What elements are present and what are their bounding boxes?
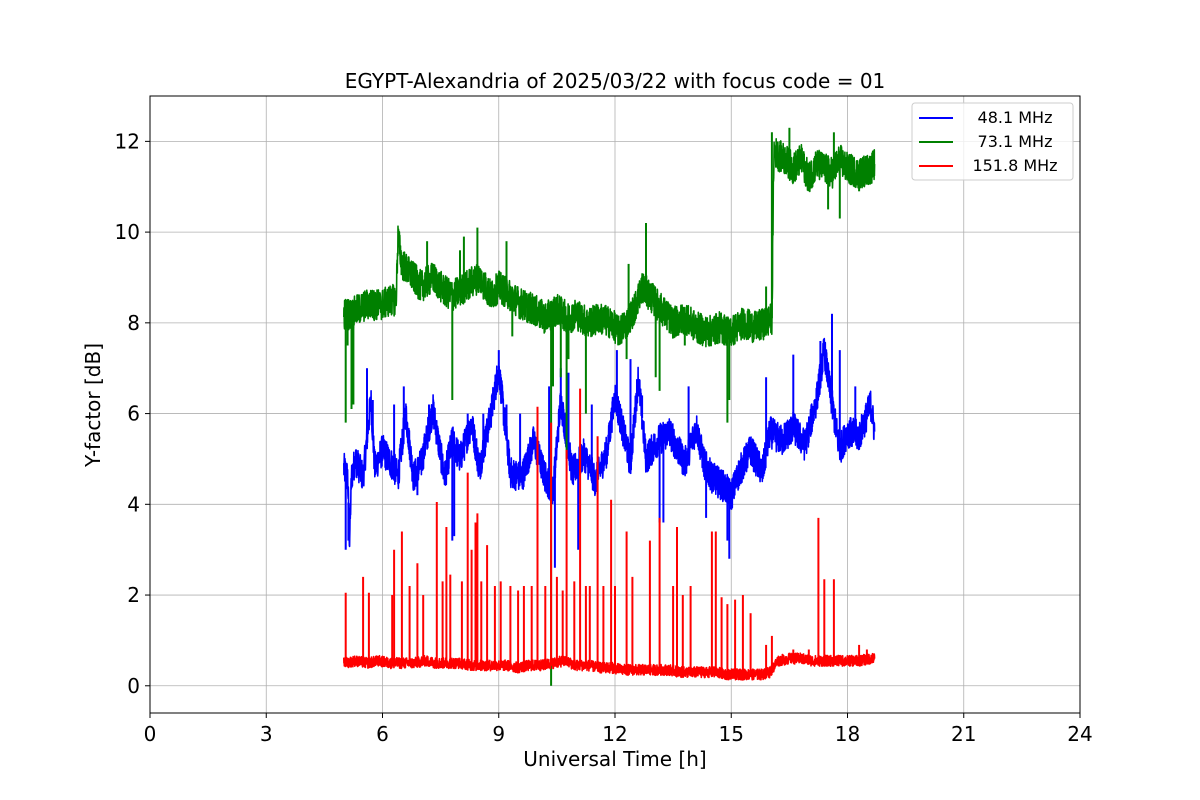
x-tick-label: 24 xyxy=(1067,722,1092,746)
x-tick-label: 6 xyxy=(376,722,389,746)
legend-box xyxy=(911,102,1074,181)
y-tick-label: 0 xyxy=(127,674,140,698)
y-tick-label: 2 xyxy=(127,583,140,607)
x-tick-label: 21 xyxy=(951,722,976,746)
series-layer xyxy=(343,127,876,686)
y-tick-label: 8 xyxy=(127,311,140,335)
x-tick-label: 18 xyxy=(835,722,860,746)
y-tick-label: 12 xyxy=(115,129,140,153)
legend-label: 48.1 MHz xyxy=(978,108,1053,127)
legend: 48.1 MHz 73.1 MHz 151.8 MHz xyxy=(911,102,1074,181)
series-line xyxy=(343,337,876,548)
series-73-1-mhz xyxy=(343,127,876,686)
series-line xyxy=(343,652,876,681)
y-tick-label: 6 xyxy=(127,402,140,426)
y-axis-title: Y-factor [dB] xyxy=(81,343,105,468)
x-axis-title: Universal Time [h] xyxy=(523,747,706,771)
x-tick-label: 9 xyxy=(492,722,505,746)
y-tick-label: 10 xyxy=(115,220,140,244)
legend-label: 151.8 MHz xyxy=(972,156,1057,175)
y-tick-label: 4 xyxy=(127,492,140,516)
x-tick-label: 15 xyxy=(719,722,744,746)
series-line xyxy=(343,138,876,348)
x-tick-label: 3 xyxy=(260,722,273,746)
legend-label: 73.1 MHz xyxy=(978,132,1053,151)
chart-title: EGYPT-Alexandria of 2025/03/22 with focu… xyxy=(345,69,886,93)
x-tick-label: 12 xyxy=(602,722,627,746)
x-tick-label: 0 xyxy=(144,722,157,746)
series-151-8-mhz xyxy=(343,388,876,681)
